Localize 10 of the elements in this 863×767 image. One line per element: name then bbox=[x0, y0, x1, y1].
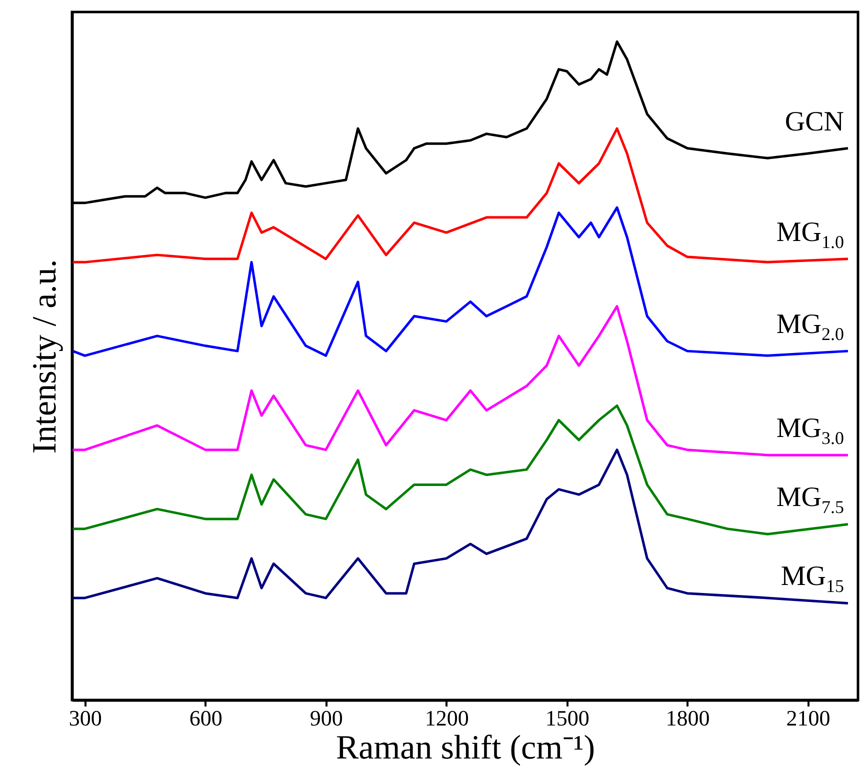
x-tick-label: 300 bbox=[68, 706, 102, 730]
x-tick-label: 1200 bbox=[424, 706, 469, 730]
x-tick-label: 1800 bbox=[666, 706, 710, 730]
y-axis-title: Intensity / a.u. bbox=[26, 259, 64, 454]
x-tick-label: 2100 bbox=[786, 706, 830, 730]
x-tick-label: 600 bbox=[189, 706, 222, 730]
x-tick-label: 900 bbox=[310, 706, 343, 730]
x-tick-label: 1500 bbox=[545, 706, 590, 730]
series-label: GCN bbox=[784, 106, 844, 138]
x-axis-title: Raman shift (cm⁻¹) bbox=[336, 730, 596, 766]
